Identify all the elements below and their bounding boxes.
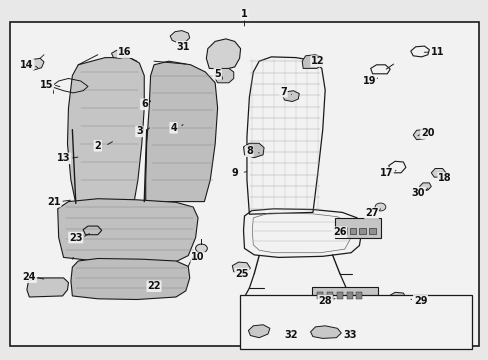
Text: 13: 13 bbox=[57, 153, 70, 163]
Polygon shape bbox=[419, 183, 430, 190]
Bar bbox=[355, 292, 361, 299]
Text: 12: 12 bbox=[310, 56, 324, 66]
Bar bbox=[346, 292, 352, 299]
Bar bbox=[337, 292, 343, 299]
Text: 30: 30 bbox=[410, 188, 424, 198]
Text: 20: 20 bbox=[420, 128, 434, 138]
Text: 27: 27 bbox=[364, 208, 378, 218]
Text: 24: 24 bbox=[22, 272, 36, 282]
Text: 19: 19 bbox=[362, 76, 375, 86]
Text: 9: 9 bbox=[231, 168, 238, 178]
Text: 22: 22 bbox=[147, 281, 161, 291]
Polygon shape bbox=[302, 55, 322, 68]
Polygon shape bbox=[67, 58, 144, 203]
Bar bbox=[326, 292, 332, 299]
Polygon shape bbox=[29, 58, 44, 70]
Text: 28: 28 bbox=[318, 296, 331, 306]
Text: 31: 31 bbox=[176, 42, 190, 52]
Text: 21: 21 bbox=[47, 197, 61, 207]
Text: 16: 16 bbox=[118, 47, 131, 57]
Text: 7: 7 bbox=[280, 87, 286, 97]
Polygon shape bbox=[58, 199, 198, 264]
Polygon shape bbox=[389, 292, 405, 302]
Text: 11: 11 bbox=[430, 47, 444, 57]
Polygon shape bbox=[282, 91, 299, 102]
Circle shape bbox=[374, 203, 385, 211]
Text: 17: 17 bbox=[379, 168, 392, 178]
Text: 32: 32 bbox=[284, 330, 297, 340]
Text: 10: 10 bbox=[191, 252, 204, 262]
Text: 4: 4 bbox=[170, 123, 177, 133]
Bar bbox=[349, 228, 356, 234]
Text: 25: 25 bbox=[235, 269, 248, 279]
Polygon shape bbox=[145, 61, 217, 202]
Polygon shape bbox=[243, 143, 264, 158]
Polygon shape bbox=[71, 258, 189, 300]
Bar bbox=[311, 287, 377, 302]
Polygon shape bbox=[430, 168, 445, 177]
Text: 29: 29 bbox=[413, 296, 427, 306]
Text: 18: 18 bbox=[437, 173, 451, 183]
Polygon shape bbox=[232, 262, 250, 273]
Text: 3: 3 bbox=[136, 126, 142, 136]
Polygon shape bbox=[206, 39, 240, 69]
Text: 26: 26 bbox=[332, 227, 346, 237]
Bar bbox=[239, 295, 471, 349]
Text: 23: 23 bbox=[69, 233, 82, 243]
Circle shape bbox=[195, 244, 207, 253]
Polygon shape bbox=[248, 325, 269, 338]
Text: 33: 33 bbox=[342, 330, 356, 340]
Polygon shape bbox=[111, 50, 128, 58]
Text: 5: 5 bbox=[214, 69, 221, 79]
Polygon shape bbox=[215, 68, 233, 83]
Polygon shape bbox=[310, 326, 341, 338]
Text: 2: 2 bbox=[94, 141, 101, 151]
Text: 1: 1 bbox=[241, 9, 247, 19]
Polygon shape bbox=[412, 130, 427, 140]
Bar bbox=[339, 228, 346, 234]
Bar bbox=[368, 228, 375, 234]
Bar bbox=[334, 218, 381, 238]
Polygon shape bbox=[27, 278, 68, 297]
Polygon shape bbox=[170, 31, 189, 42]
Bar bbox=[316, 292, 322, 299]
Text: 14: 14 bbox=[20, 60, 34, 70]
Text: 6: 6 bbox=[141, 99, 147, 109]
Text: 15: 15 bbox=[40, 80, 53, 90]
Text: 8: 8 bbox=[245, 146, 252, 156]
Bar bbox=[359, 228, 366, 234]
